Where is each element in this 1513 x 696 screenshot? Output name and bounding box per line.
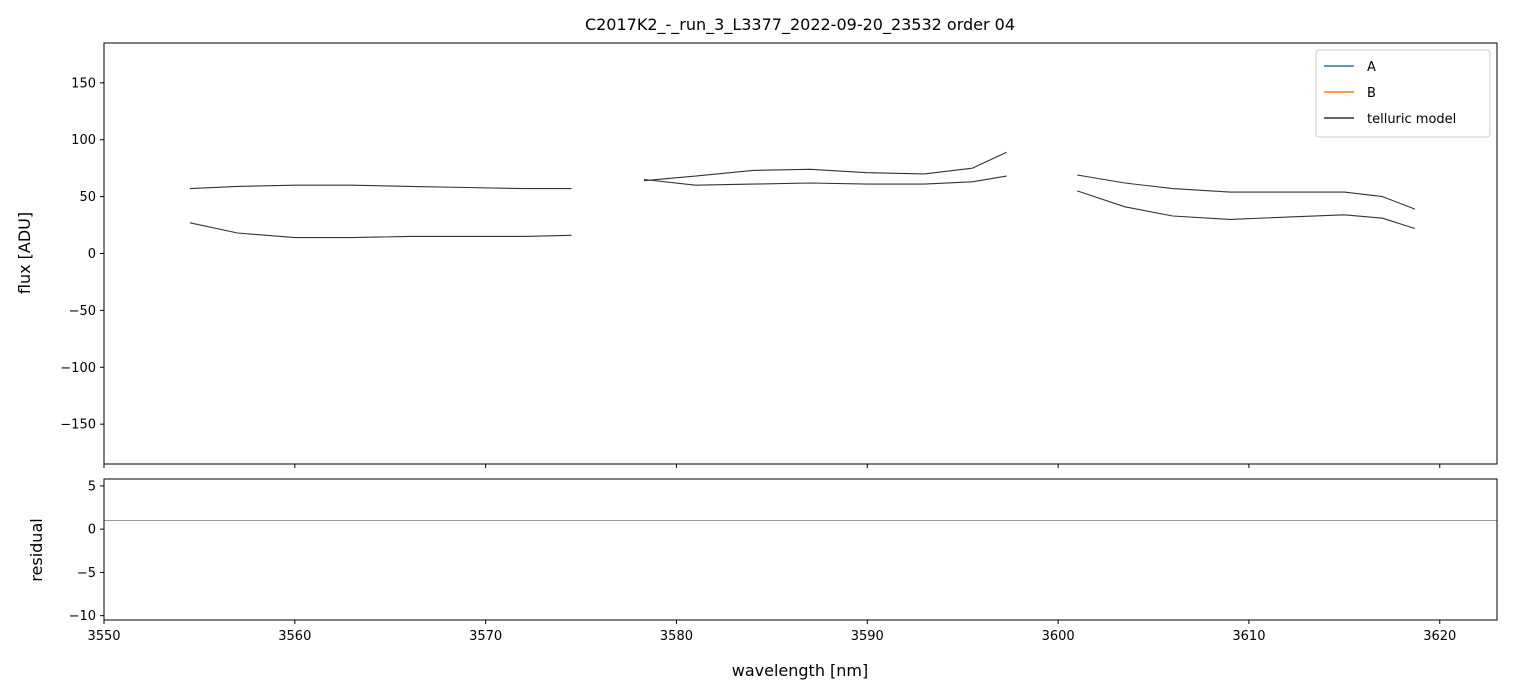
flux-y-ticks: −150 −100 −50 0 50 100 150 xyxy=(60,76,104,433)
residual-y-axis-label: residual xyxy=(27,518,46,581)
flux-ytick-label: −100 xyxy=(60,361,96,376)
residual-xtick-label: 3600 xyxy=(1042,629,1075,644)
residual-xtick-label: 3580 xyxy=(660,629,693,644)
residual-axes-frame xyxy=(103,478,1498,621)
flux-panel: −150 −100 −50 0 50 100 150 flux [ADU] A B tell… xyxy=(15,42,1498,468)
residual-xtick-label: 3610 xyxy=(1232,629,1265,644)
flux-y-axis-label: flux [ADU] xyxy=(15,212,34,294)
x-axis-label: wavelength [nm] xyxy=(732,661,869,680)
residual-panel: −10 −5 0 5 3550 3560 3570 3580 3590 3600 3610 3620… xyxy=(27,478,1498,680)
flux-ytick-label: −50 xyxy=(69,304,96,319)
telluric-curve-4 xyxy=(643,175,1007,186)
flux-ytick-label: 50 xyxy=(79,190,96,205)
legend: A B telluric model xyxy=(1315,49,1491,138)
residual-xtick-label: 3570 xyxy=(469,629,502,644)
telluric-curve-5 xyxy=(1077,174,1416,210)
residual-ytick-label: 0 xyxy=(88,523,96,538)
residual-xtick-label: 3550 xyxy=(87,629,120,644)
chart-title: C2017K2_-_run_3_L3377_2022-09-20_23532 o… xyxy=(585,15,1015,35)
legend-box xyxy=(1315,49,1491,138)
telluric-curve-3 xyxy=(643,151,1007,182)
flux-x-ticks xyxy=(103,464,1441,468)
residual-ytick-label: −5 xyxy=(77,566,96,581)
flux-ytick-label: 150 xyxy=(71,76,96,91)
flux-ytick-label: −150 xyxy=(60,418,96,433)
telluric-curve-6 xyxy=(1077,190,1416,230)
legend-label-telluric: telluric model xyxy=(1367,112,1456,127)
residual-xtick-label: 3590 xyxy=(851,629,884,644)
legend-label-a: A xyxy=(1367,60,1376,75)
residual-ytick-label: 5 xyxy=(88,479,96,494)
legend-label-b: B xyxy=(1367,86,1376,101)
residual-x-ticks: 3550 3560 3570 3580 3590 3600 3610 3620 xyxy=(87,620,1456,644)
telluric-curve-2 xyxy=(189,222,572,239)
residual-ytick-label: −10 xyxy=(69,609,96,624)
residual-xtick-label: 3620 xyxy=(1423,629,1456,644)
telluric-curve-1 xyxy=(189,184,572,190)
flux-axes-frame xyxy=(103,42,1498,465)
residual-xtick-label: 3560 xyxy=(278,629,311,644)
flux-ytick-label: 100 xyxy=(71,133,96,148)
flux-ytick-label: 0 xyxy=(88,247,96,262)
residual-y-ticks: −10 −5 0 5 xyxy=(69,479,104,624)
telluric-model-curves xyxy=(189,151,1416,239)
